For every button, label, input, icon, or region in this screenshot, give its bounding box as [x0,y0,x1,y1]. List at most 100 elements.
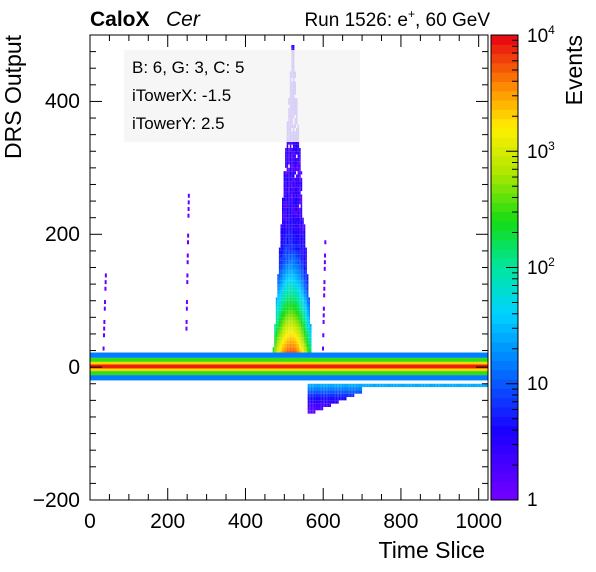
heatmap-cell [295,257,298,261]
y-tick-label: 200 [45,223,80,246]
heatmap-cell [283,201,286,205]
heatmap-cell [285,237,287,241]
heatmap-cell [303,257,306,261]
heatmap-cell [289,147,292,152]
heatmap-cell [308,337,310,341]
heatmap-cell [286,323,289,328]
heatmap-cell [282,330,284,334]
heatmap-cell [303,237,306,241]
heatmap-cell [302,340,304,344]
palette-color-step [491,462,518,473]
heatmap-cell [283,171,286,175]
heatmap-cell [292,317,295,321]
heatmap-cell [289,330,292,334]
heatmap-cell [306,297,309,301]
heatmap-cell [297,343,300,348]
heatmap-cell [283,250,286,255]
heatmap-cell [283,297,286,301]
heatmap-cell [299,240,301,245]
heatmap-cell [309,327,312,331]
heatmap-cell [282,240,284,245]
heatmap-cell [288,214,290,218]
heatmap-cell [285,343,287,348]
heatmap-cell [292,260,295,265]
heatmap-cell [299,184,301,188]
heatmap-cell [295,197,298,202]
heatmap-cell [344,390,347,394]
heatmap-cell [294,270,296,275]
heatmap-cell [326,387,328,391]
heatmap-cell [321,397,324,401]
heatmap-cell [283,184,286,188]
heatmap-cell [307,407,310,411]
heatmap-cell [326,383,328,388]
heatmap-cell [294,350,296,354]
heatmap-cell [332,397,335,401]
heatmap-cell [295,227,298,231]
heatmap-cell [280,337,283,341]
heatmap-cell [275,323,278,328]
heatmap-cell [444,383,447,388]
heatmap-cell [295,234,298,238]
heatmap-cell [277,310,279,314]
heatmap-cell [323,383,325,388]
heatmap-cell [307,403,310,407]
heatmap-cell [321,387,324,391]
heatmap-cell [294,320,296,324]
heatmap-cell [294,147,296,152]
heatmap-cell [292,234,295,238]
heatmap-cell [289,287,292,291]
heatmap-cell [300,314,303,318]
heatmap-cell [285,234,287,238]
heatmap-cell [320,400,322,404]
heatmap-cell [277,317,279,321]
heatmap-cell [302,217,304,221]
heatmap-cell [286,224,289,228]
heatmap-cell [297,280,300,285]
heatmap-cell [305,267,307,271]
heatmap-cell [295,280,298,285]
heatmap-cell [305,347,307,351]
heatmap-cell [283,330,286,334]
heatmap-cell [285,314,287,318]
heatmap-cell [288,340,290,344]
heatmap-cell [300,177,303,182]
heatmap-cell [348,383,350,388]
heatmap-cell [294,141,296,145]
heatmap-cell [288,304,290,308]
heatmap-cell [322,346,325,351]
heatmap-cell [291,244,293,248]
heatmap-cell [294,260,296,265]
heatmap-cell [295,244,298,248]
heatmap-cell [295,237,298,241]
heatmap-cell [286,191,289,195]
heatmap-cell [303,230,306,235]
heatmap-cell [297,264,300,268]
heatmap-cell [337,400,339,404]
heatmap-cell [295,323,298,328]
heatmap-cell [282,347,284,351]
heatmap-cell [294,227,296,231]
heatmap-cell [285,350,287,354]
heatmap-cell [282,221,284,225]
heatmap-cell [439,383,442,388]
heatmap-cell [483,383,485,388]
heatmap-cell [292,154,295,158]
heatmap-cell [386,383,389,388]
heatmap-cell [299,323,301,328]
heatmap-cell [294,181,296,185]
heatmap-cell [297,287,300,291]
heatmap-cell [291,254,293,258]
heatmap-cell [294,191,296,195]
heatmap-cell [308,304,310,308]
heatmap-cell [299,260,301,265]
heatmap-cell [338,383,341,388]
heatmap-cell [467,383,470,388]
heatmap-cell [455,383,457,388]
heatmap-cell [289,337,292,341]
heatmap-cell [286,257,289,261]
heatmap-cell [324,400,327,404]
heatmap-cell [297,347,300,351]
heatmap-cell [294,333,296,338]
heatmap-cell [291,184,293,188]
